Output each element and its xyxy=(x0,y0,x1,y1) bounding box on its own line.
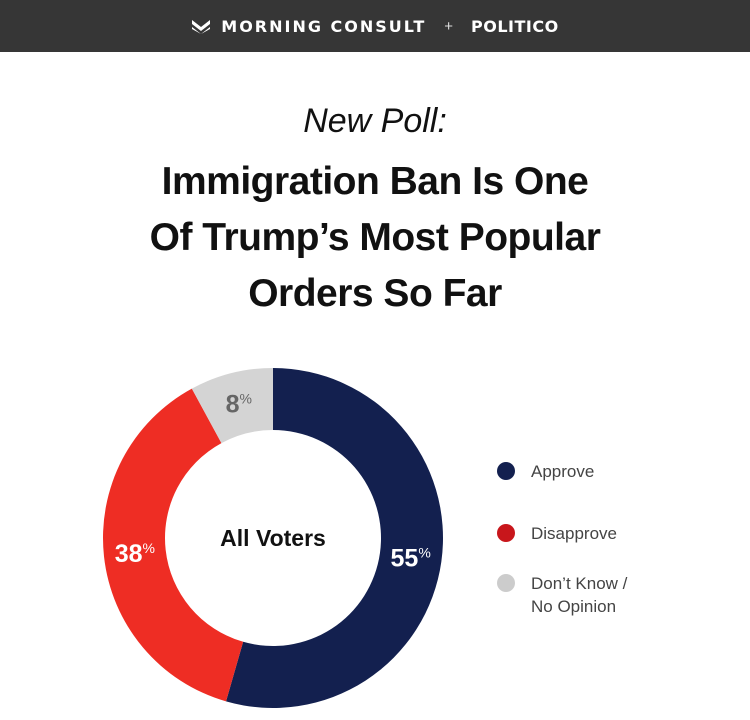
legend-label-line: No Opinion xyxy=(531,597,617,616)
headline-line-2: Of Trump’s Most Popular xyxy=(149,216,601,259)
header-bar: MORNING CONSULT + POLITICO xyxy=(0,0,750,52)
headline: Immigration Ban Is One Of Trump’s Most P… xyxy=(75,154,675,322)
donut-value-label: 55% xyxy=(391,544,431,572)
legend-label-line: Approve xyxy=(531,462,595,481)
legend-label-line: Disapprove xyxy=(531,524,617,543)
legend-item: Disapprove xyxy=(497,522,617,545)
legend-label: Disapprove xyxy=(531,522,617,545)
morning-consult-logo-icon xyxy=(192,20,211,34)
legend-swatch-icon xyxy=(497,462,515,480)
headline-line-3: Orders So Far xyxy=(248,272,502,315)
brand-lockup: MORNING CONSULT + POLITICO xyxy=(191,17,558,36)
legend-label: Approve xyxy=(531,460,594,483)
legend-item: Approve xyxy=(497,460,594,483)
legend-label-line: Don’t Know / xyxy=(531,574,628,593)
legend-swatch-icon xyxy=(497,574,515,592)
donut-center-label: All Voters xyxy=(220,525,326,551)
politico-brand: POLITICO xyxy=(471,16,559,36)
legend-swatch-icon xyxy=(497,524,515,542)
donut-slice-disapprove xyxy=(102,388,244,702)
donut-slice-approve xyxy=(226,368,443,708)
donut-value-label: 38% xyxy=(115,540,155,568)
legend-label: Don’t Know / No Opinion xyxy=(531,572,627,618)
headline-line-1: Immigration Ban Is One xyxy=(161,160,589,203)
legend-item: Don’t Know / No Opinion xyxy=(497,572,627,618)
donut-value-label: 8% xyxy=(226,390,252,418)
brand-plus: + xyxy=(444,17,454,35)
donut-slice-don-t-know-no-opinion xyxy=(191,368,273,444)
subtitle: New Poll: xyxy=(303,102,447,140)
morning-consult-brand: MORNING CONSULT xyxy=(221,16,427,36)
